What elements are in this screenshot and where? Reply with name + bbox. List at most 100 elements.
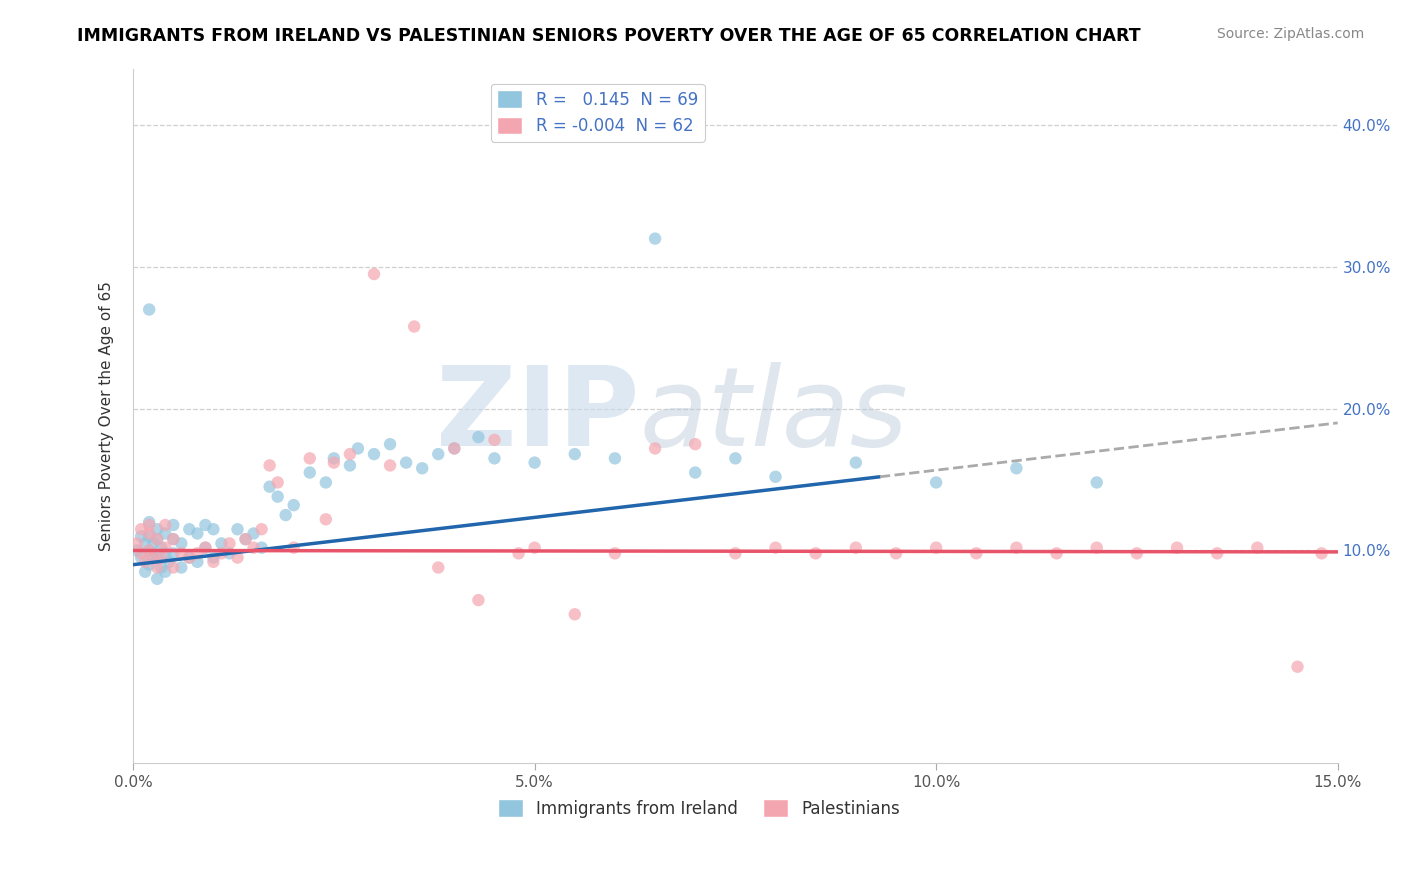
Point	[157, 555, 180, 569]
Point	[283, 498, 305, 512]
Point	[259, 480, 281, 494]
Point	[186, 546, 208, 560]
Point	[162, 532, 184, 546]
Point	[1310, 546, 1333, 560]
Point	[150, 560, 173, 574]
Point	[804, 546, 827, 560]
Point	[155, 565, 177, 579]
Point	[146, 560, 169, 574]
Text: atlas: atlas	[638, 362, 908, 469]
Point	[1085, 541, 1108, 555]
Point	[134, 555, 156, 569]
Point	[129, 546, 152, 560]
Point	[339, 458, 361, 473]
Point	[127, 536, 149, 550]
Point	[378, 458, 401, 473]
Point	[155, 518, 177, 533]
Point	[142, 536, 165, 550]
Text: Source: ZipAtlas.com: Source: ZipAtlas.com	[1216, 27, 1364, 41]
Point	[1126, 546, 1149, 560]
Point	[683, 437, 706, 451]
Point	[378, 437, 401, 451]
Point	[142, 550, 165, 565]
Point	[363, 267, 385, 281]
Point	[138, 543, 160, 558]
Point	[1005, 541, 1028, 555]
Point	[179, 550, 201, 565]
Point	[884, 546, 907, 560]
Point	[298, 466, 321, 480]
Point	[138, 558, 160, 572]
Point	[1166, 541, 1188, 555]
Point	[298, 451, 321, 466]
Point	[155, 546, 177, 560]
Point	[395, 456, 418, 470]
Point	[146, 572, 169, 586]
Point	[179, 522, 201, 536]
Point	[170, 560, 193, 574]
Point	[218, 546, 240, 560]
Point	[724, 546, 747, 560]
Point	[226, 550, 249, 565]
Point	[347, 442, 370, 456]
Point	[179, 550, 201, 565]
Point	[186, 526, 208, 541]
Point	[226, 522, 249, 536]
Point	[242, 541, 264, 555]
Point	[845, 456, 868, 470]
Point	[1206, 546, 1229, 560]
Point	[427, 560, 450, 574]
Point	[250, 541, 273, 555]
Point	[129, 550, 152, 565]
Point	[155, 541, 177, 555]
Point	[250, 522, 273, 536]
Point	[242, 526, 264, 541]
Point	[170, 536, 193, 550]
Point	[603, 546, 626, 560]
Point	[339, 447, 361, 461]
Point	[129, 522, 152, 536]
Text: IMMIGRANTS FROM IRELAND VS PALESTINIAN SENIORS POVERTY OVER THE AGE OF 65 CORREL: IMMIGRANTS FROM IRELAND VS PALESTINIAN S…	[77, 27, 1140, 45]
Point	[194, 518, 217, 533]
Point	[1246, 541, 1268, 555]
Point	[925, 475, 948, 490]
Point	[322, 451, 344, 466]
Point	[209, 536, 232, 550]
Point	[1286, 659, 1309, 673]
Point	[138, 518, 160, 533]
Point	[209, 546, 232, 560]
Point	[146, 532, 169, 546]
Point	[322, 456, 344, 470]
Point	[274, 508, 297, 522]
Point	[194, 541, 217, 555]
Point	[315, 512, 337, 526]
Point	[315, 475, 337, 490]
Point	[363, 447, 385, 461]
Point	[129, 529, 152, 543]
Point	[1005, 461, 1028, 475]
Point	[644, 442, 666, 456]
Point	[724, 451, 747, 466]
Point	[155, 526, 177, 541]
Point	[283, 541, 305, 555]
Point	[138, 515, 160, 529]
Point	[404, 319, 426, 334]
Point	[202, 550, 225, 565]
Point	[134, 536, 156, 550]
Point	[162, 518, 184, 533]
Legend: Immigrants from Ireland, Palestinians: Immigrants from Ireland, Palestinians	[492, 793, 907, 824]
Point	[965, 546, 987, 560]
Point	[146, 532, 169, 546]
Point	[603, 451, 626, 466]
Point	[150, 541, 173, 555]
Point	[1085, 475, 1108, 490]
Point	[146, 550, 169, 565]
Point	[138, 302, 160, 317]
Point	[508, 546, 530, 560]
Point	[138, 543, 160, 558]
Point	[202, 522, 225, 536]
Point	[138, 529, 160, 543]
Point	[484, 433, 506, 447]
Point	[443, 442, 465, 456]
Point	[443, 442, 465, 456]
